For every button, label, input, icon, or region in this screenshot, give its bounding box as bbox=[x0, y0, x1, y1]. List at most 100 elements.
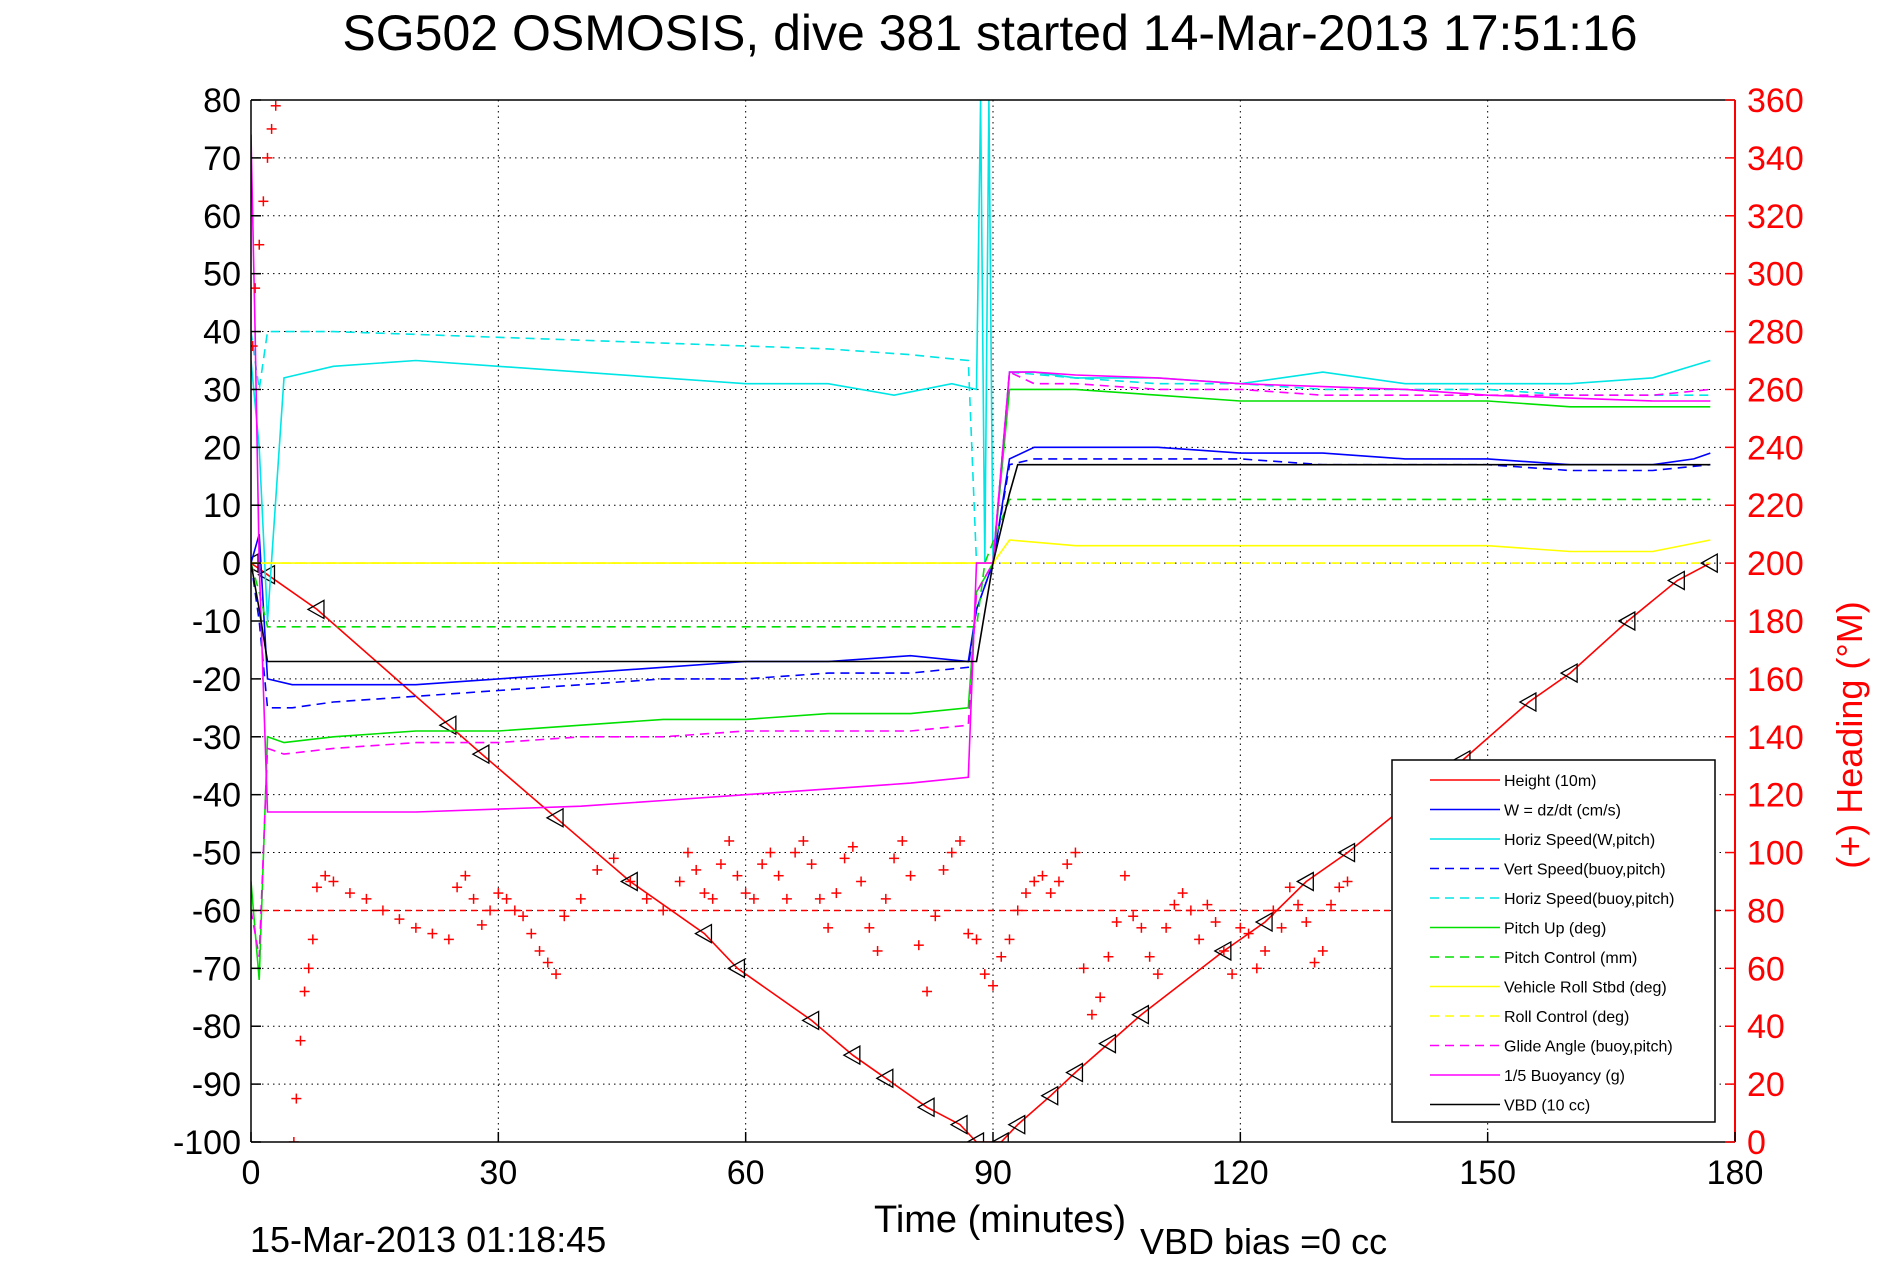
heading-point bbox=[1070, 847, 1081, 858]
y-tick-label: 80 bbox=[203, 82, 241, 120]
heading-point bbox=[328, 876, 339, 887]
heading-point bbox=[889, 853, 900, 864]
heading-point bbox=[493, 888, 504, 899]
heading-point bbox=[1037, 870, 1048, 881]
y-tick-label: -10 bbox=[192, 603, 241, 641]
heading-point bbox=[1111, 917, 1122, 928]
heading-point bbox=[501, 893, 512, 904]
heading-point bbox=[377, 905, 388, 916]
right-y-tick-label: 40 bbox=[1747, 1008, 1785, 1046]
series-line-10 bbox=[251, 134, 1711, 813]
right-y-tick-label: 200 bbox=[1747, 545, 1804, 583]
heading-point bbox=[625, 876, 636, 887]
heading-point bbox=[1218, 945, 1229, 956]
heading-point bbox=[806, 859, 817, 870]
heading-point bbox=[839, 853, 850, 864]
right-y-tick-label: 140 bbox=[1747, 719, 1804, 757]
y-tick-label: 20 bbox=[203, 429, 241, 467]
right-y-tick-label: 0 bbox=[1747, 1124, 1766, 1162]
heading-point bbox=[361, 893, 372, 904]
height-marker bbox=[1559, 662, 1578, 684]
heading-point bbox=[963, 928, 974, 939]
heading-point bbox=[1185, 905, 1196, 916]
heading-point bbox=[427, 928, 438, 939]
x-tick-label: 30 bbox=[479, 1154, 517, 1192]
right-y-tick-label: 240 bbox=[1747, 429, 1804, 467]
heading-point bbox=[485, 905, 496, 916]
heading-point bbox=[1227, 969, 1238, 980]
legend-label: Vert Speed(buoy,pitch) bbox=[1504, 862, 1666, 879]
series-line-11 bbox=[251, 463, 1711, 663]
heading-point bbox=[1268, 905, 1279, 916]
heading-point bbox=[344, 888, 355, 899]
heading-point bbox=[1144, 951, 1155, 962]
heading-point bbox=[790, 847, 801, 858]
right-y-tick-label: 360 bbox=[1747, 82, 1804, 120]
heading-point bbox=[1276, 922, 1287, 933]
height-marker bbox=[1295, 871, 1314, 892]
heading-point bbox=[641, 893, 652, 904]
heading-point bbox=[740, 888, 751, 899]
heading-point bbox=[1284, 882, 1295, 893]
heading-point bbox=[443, 934, 454, 945]
right-y-tick-label: 280 bbox=[1747, 314, 1804, 352]
height-marker bbox=[1666, 570, 1685, 591]
heading-point bbox=[1161, 922, 1172, 933]
heading-point bbox=[1128, 911, 1139, 922]
y-tick-label: -90 bbox=[192, 1066, 241, 1104]
y-tick-label: 0 bbox=[222, 545, 241, 583]
height-marker bbox=[619, 871, 638, 892]
height-marker bbox=[875, 1068, 894, 1089]
right-y-tick-label: 220 bbox=[1747, 487, 1804, 525]
height-marker bbox=[966, 1131, 985, 1142]
height-marker bbox=[1007, 1114, 1026, 1135]
heading-point bbox=[971, 934, 982, 945]
height-marker bbox=[949, 1114, 968, 1135]
y-tick-label: 70 bbox=[203, 140, 241, 178]
legend-label: Roll Control (deg) bbox=[1504, 1009, 1629, 1026]
height-marker bbox=[1518, 691, 1537, 713]
y-tick-label: -80 bbox=[192, 1008, 241, 1046]
heading-point bbox=[534, 945, 545, 956]
series-line-2 bbox=[251, 100, 1711, 622]
y-tick-label: -20 bbox=[192, 661, 241, 699]
heading-point bbox=[303, 963, 314, 974]
heading-point bbox=[938, 864, 949, 875]
legend-box bbox=[1391, 759, 1716, 1123]
heading-point bbox=[847, 841, 858, 852]
height-marker bbox=[1040, 1085, 1059, 1106]
height-marker bbox=[1098, 1033, 1117, 1054]
right-y-tick-label: 180 bbox=[1747, 603, 1804, 641]
heading-point bbox=[946, 847, 957, 858]
legend-label: Horiz Speed(W,pitch) bbox=[1504, 832, 1655, 849]
y-tick-label: -60 bbox=[192, 892, 241, 930]
right-axis-label: (+) Heading (°M) bbox=[1829, 601, 1870, 868]
heading-point bbox=[295, 1035, 306, 1046]
heading-point bbox=[1194, 934, 1205, 945]
heading-point bbox=[299, 986, 310, 997]
y-tick-label: 30 bbox=[203, 371, 241, 409]
right-y-tick-label: 80 bbox=[1747, 892, 1785, 930]
heading-point bbox=[773, 870, 784, 881]
heading-point bbox=[1103, 951, 1114, 962]
height-marker bbox=[545, 807, 564, 828]
right-y-tick-label: 160 bbox=[1747, 661, 1804, 699]
heading-point bbox=[691, 864, 702, 875]
axes: 0 30 60 90 120 150 18080706050403020100-10-20-… bbox=[173, 82, 1804, 1192]
x-tick-label: 0 bbox=[242, 1154, 261, 1192]
heading-point bbox=[575, 893, 586, 904]
heading-point bbox=[307, 934, 318, 945]
heading-point bbox=[1309, 957, 1320, 968]
heading-point bbox=[288, 1137, 299, 1142]
y-tick-label: -40 bbox=[192, 777, 241, 815]
heading-point bbox=[1243, 928, 1254, 939]
height-marker bbox=[727, 958, 746, 979]
heading-point bbox=[1326, 899, 1337, 910]
y-tick-label: 40 bbox=[203, 314, 241, 352]
right-y-tick-label: 120 bbox=[1747, 777, 1804, 815]
heading-point bbox=[551, 969, 562, 980]
height-marker bbox=[916, 1097, 935, 1118]
heading-point bbox=[856, 876, 867, 887]
heading-point bbox=[1136, 922, 1147, 933]
heading-point bbox=[542, 957, 553, 968]
